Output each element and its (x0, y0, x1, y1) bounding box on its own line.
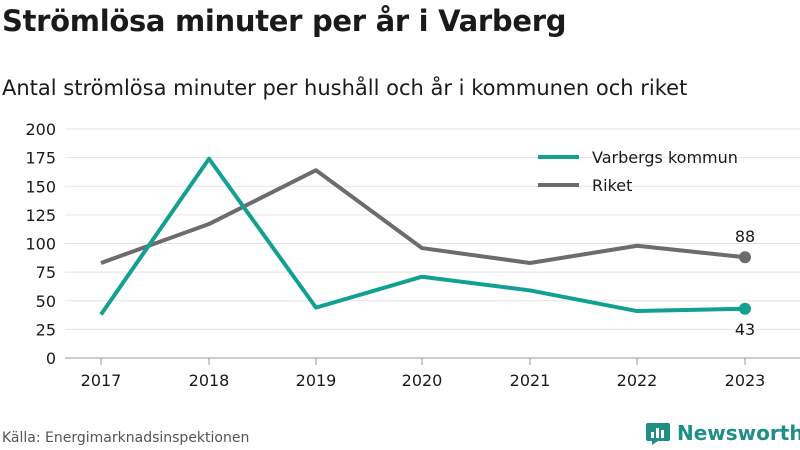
x-tick-label: 2021 (510, 371, 551, 390)
legend-label-varberg: Varbergs kommun (592, 148, 738, 167)
end-point-varberg (739, 302, 751, 315)
x-tick-label: 2019 (296, 371, 337, 390)
y-tick-label: 0 (46, 349, 56, 368)
y-tick-label: 200 (25, 120, 56, 139)
end-point-riket (739, 251, 751, 264)
x-tick-label: 2017 (81, 371, 122, 390)
y-tick-label: 75 (36, 263, 56, 282)
x-tick-label: 2018 (189, 371, 230, 390)
newsworthy-logo[interactable]: Newsworthy (645, 420, 800, 446)
y-tick-label: 125 (25, 206, 56, 225)
y-tick-label: 25 (36, 320, 56, 339)
x-tick-label: 2022 (617, 371, 658, 390)
brand-name: Newsworthy (677, 421, 800, 445)
y-tick-label: 50 (36, 292, 56, 311)
legend-label-riket: Riket (592, 176, 632, 195)
line-chart: 0 25 50 75 100 125 150 175 200 2017 2018 2019 2020 20… (25, 120, 800, 390)
source-note: Källa: Energimarknadsinspektionen (2, 430, 250, 446)
y-tick-label: 100 (25, 235, 56, 254)
series-line-varberg (99, 156, 746, 316)
end-label-riket: 88 (735, 227, 755, 246)
chart-title: Strömlösa minuter per år i Varberg (2, 4, 567, 38)
y-tick-label: 175 (25, 149, 56, 168)
end-label-varberg: 43 (735, 320, 755, 339)
series-line-riket (100, 168, 746, 265)
x-tick-label: 2023 (725, 371, 766, 390)
x-tick-label: 2020 (402, 371, 443, 390)
newsworthy-icon (646, 423, 670, 445)
chart-subtitle: Antal strömlösa minuter per hushåll och … (2, 76, 688, 100)
y-tick-label: 150 (25, 177, 56, 196)
